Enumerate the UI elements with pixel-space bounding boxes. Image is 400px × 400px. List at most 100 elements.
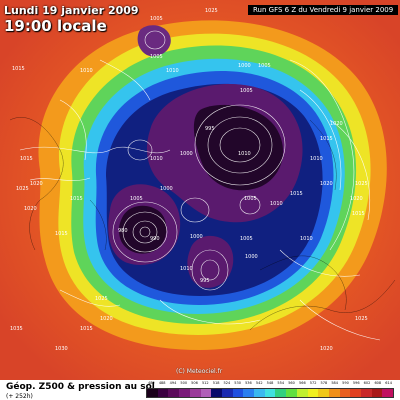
legend-labels: 482 488 494 500 506 512 518 524 530 536 542 548 554 5… bbox=[146, 380, 394, 387]
isobar-label: 1015 bbox=[320, 136, 333, 142]
isobar-lines bbox=[19, 30, 381, 341]
forecast-hour: (+ 252h) bbox=[6, 393, 33, 400]
legend-swatch bbox=[350, 389, 362, 397]
isobar-label: 1010 bbox=[238, 151, 251, 157]
legend-swatch bbox=[264, 389, 276, 397]
legend-swatch bbox=[254, 389, 265, 397]
legend-label: 578 bbox=[320, 381, 328, 385]
forecast-local-time: 19:00 locale bbox=[4, 17, 107, 35]
legend-swatch bbox=[361, 389, 372, 397]
isobar-label: 1025 bbox=[355, 316, 368, 322]
isobar-label: 1010 bbox=[310, 156, 323, 162]
coastlines bbox=[9, 117, 396, 331]
legend-label: 584 bbox=[331, 381, 339, 385]
legend-swatch bbox=[307, 389, 319, 397]
isobar-label: 1020 bbox=[100, 316, 113, 322]
legend-label: 590 bbox=[342, 381, 349, 385]
legend-swatch bbox=[232, 389, 244, 397]
legend-label: 542 bbox=[255, 381, 263, 385]
legend-label: 608 bbox=[374, 381, 382, 385]
isobar-label: 1020 bbox=[30, 181, 43, 187]
core-dark-west bbox=[118, 205, 167, 254]
isobar-label: 1000 bbox=[245, 254, 258, 260]
isobar-label: 1015 bbox=[12, 66, 25, 72]
isobar-label: 1000 bbox=[190, 234, 203, 240]
isobar-label: 1015 bbox=[352, 211, 365, 217]
isobar-labels: 1005 1025 1015 1010 1005 1000 1005 1010 1005 995 1… bbox=[10, 8, 368, 352]
legend-label: 482 bbox=[148, 381, 155, 385]
legend-label: 554 bbox=[277, 381, 285, 385]
legend-color-bar bbox=[146, 388, 394, 398]
legend-swatch bbox=[328, 389, 340, 397]
legend-label: 530 bbox=[234, 381, 241, 385]
model-run-label: Run GFS 6 Z du Vendredi 9 janvier 2009 bbox=[248, 5, 399, 15]
legend-swatch bbox=[339, 389, 351, 397]
legend-swatch bbox=[189, 389, 201, 397]
isobar-label: 1010 bbox=[150, 156, 163, 162]
isobar-label: 1005 bbox=[258, 63, 271, 69]
legend-label: 494 bbox=[169, 381, 177, 385]
legend-swatch bbox=[286, 389, 297, 397]
legend-label: 512 bbox=[201, 381, 209, 385]
legend-swatch bbox=[168, 389, 180, 397]
isobar-label: 1020 bbox=[330, 121, 343, 127]
site-watermark: (C) Meteociel.fr bbox=[176, 368, 223, 375]
legend-swatch bbox=[157, 389, 169, 397]
isobar-label: 1005 bbox=[130, 196, 143, 202]
isobar-label: 1010 bbox=[80, 68, 93, 74]
isobar-label: 1020 bbox=[320, 181, 333, 187]
isobar-label: 1015 bbox=[80, 326, 93, 332]
isobar-label: 995 bbox=[205, 126, 215, 132]
legend-label: 602 bbox=[363, 381, 371, 385]
isobar-label: 1025 bbox=[355, 181, 368, 187]
geopotential-field: 1005 1025 1015 1010 1005 1000 1005 1010 1005 995 1… bbox=[0, 0, 400, 380]
isobar-label: 1020 bbox=[320, 346, 333, 352]
isobar-label: 1015 bbox=[55, 231, 68, 237]
legend-label: 548 bbox=[266, 381, 274, 385]
map-title: Géop. Z500 & pression au sol bbox=[6, 382, 155, 392]
legend-label: 566 bbox=[298, 381, 306, 385]
isobar-label: 1025 bbox=[16, 186, 29, 192]
isobar-label: 1005 bbox=[240, 88, 253, 94]
legend-swatch bbox=[275, 389, 287, 397]
weather-map: 1005 1025 1015 1010 1005 1000 1005 1010 1005 995 1… bbox=[0, 0, 400, 380]
legend-swatch bbox=[221, 389, 233, 397]
isobar-label: 1010 bbox=[300, 236, 313, 242]
legend-label: 488 bbox=[158, 381, 166, 385]
legend-swatch bbox=[211, 389, 222, 397]
color-scale-legend: 482 488 494 500 506 512 518 524 530 536 542 548 554 5… bbox=[146, 380, 394, 400]
isobar-label: 1025 bbox=[95, 296, 108, 302]
isobar-label: 1010 bbox=[180, 266, 193, 272]
legend-label: 536 bbox=[245, 381, 252, 385]
legend-label: 524 bbox=[223, 381, 231, 385]
isobar-label: 1015 bbox=[70, 196, 83, 202]
isobar-label: 1035 bbox=[10, 326, 23, 332]
isobar-label: 1010 bbox=[166, 68, 179, 74]
isobar-label: 1005 bbox=[240, 236, 253, 242]
legend-swatch bbox=[243, 389, 255, 397]
isobar-label: 1005 bbox=[150, 54, 163, 60]
legend-swatch bbox=[147, 389, 158, 397]
isobar-label: 1020 bbox=[24, 206, 37, 212]
legend-label: 560 bbox=[288, 381, 295, 385]
isobar-label: 995 bbox=[200, 278, 210, 284]
legend-label: 596 bbox=[352, 381, 360, 385]
legend-swatch bbox=[200, 389, 212, 397]
isobar-label: 1000 bbox=[160, 186, 173, 192]
core-purple-south bbox=[187, 235, 234, 288]
isobar-label: 1025 bbox=[205, 8, 218, 14]
legend-swatch bbox=[382, 389, 394, 397]
core-purple-pole bbox=[137, 25, 171, 57]
legend-swatch bbox=[318, 389, 329, 397]
legend-swatch bbox=[371, 389, 383, 397]
legend-label: 614 bbox=[385, 381, 392, 385]
legend-swatch bbox=[179, 389, 190, 397]
isobar-label: 1005 bbox=[150, 16, 163, 22]
isobar-label: 980 bbox=[118, 228, 128, 234]
isobar-label: 1005 bbox=[244, 196, 257, 202]
isobar-label: 1000 bbox=[238, 63, 251, 69]
legend-label: 500 bbox=[180, 381, 188, 385]
legend-label: 518 bbox=[212, 381, 220, 385]
isobar-label: 1000 bbox=[180, 151, 193, 157]
isobar-label: 990 bbox=[150, 236, 160, 242]
